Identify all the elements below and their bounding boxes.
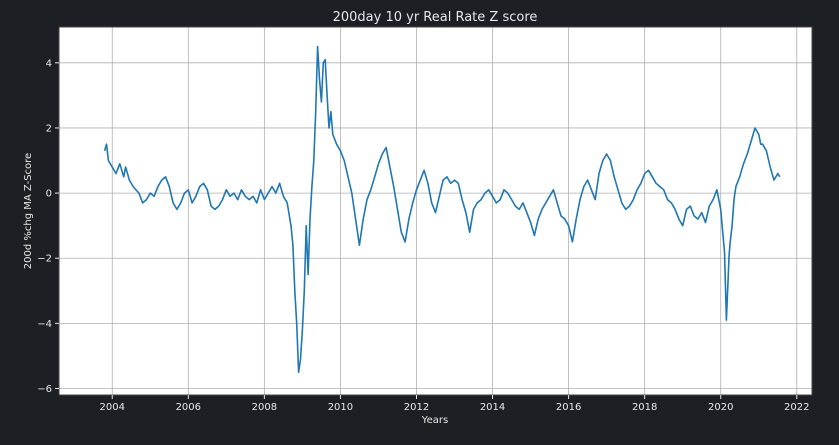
x-tick-label: 2018 <box>632 402 657 413</box>
x-tick-label: 2004 <box>100 402 125 413</box>
x-tick-label: 2006 <box>176 402 201 413</box>
y-tick-label: 2 <box>46 123 52 134</box>
y-tick-label: 4 <box>46 58 52 69</box>
x-tick-label: 2020 <box>708 402 733 413</box>
y-tick-label: −2 <box>37 254 52 265</box>
x-tick-label: 2016 <box>556 402 581 413</box>
y-axis-label: 200d %chg MA Z-Score <box>23 153 34 269</box>
y-tick-label: 0 <box>46 189 52 200</box>
chart-title: 200day 10 yr Real Rate Z score <box>333 10 538 25</box>
x-tick-label: 2022 <box>784 402 809 413</box>
x-tick-label: 2014 <box>480 402 505 413</box>
x-tick-label: 2010 <box>328 402 353 413</box>
y-tick-label: −6 <box>37 384 52 395</box>
y-tick-label: −4 <box>37 319 52 330</box>
x-tick-label: 2012 <box>404 402 429 413</box>
x-tick-label: 2008 <box>252 402 277 413</box>
x-axis-label: Years <box>421 415 448 426</box>
